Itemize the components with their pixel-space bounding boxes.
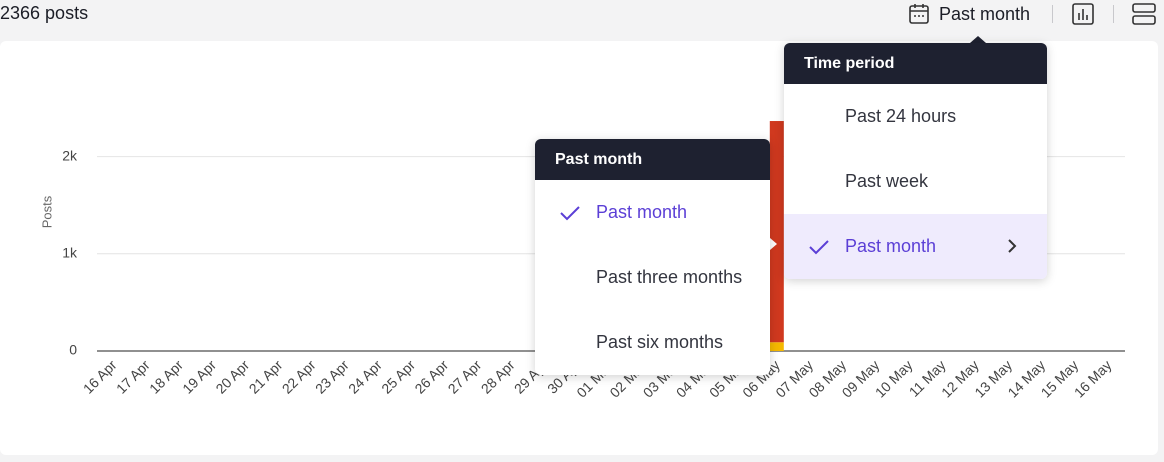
submenu: Past month Past month Past three months Pa… — [535, 139, 770, 375]
x-tick-label: 25 Apr — [378, 357, 418, 397]
menu-item[interactable]: Past six months — [535, 310, 770, 375]
menu-item[interactable]: Past three months — [535, 245, 770, 310]
y-tick-label: 2k — [62, 147, 78, 163]
submenu-pointer — [770, 238, 777, 250]
x-tick-label: 20 Apr — [212, 357, 252, 397]
menu-item-label: Past month — [596, 202, 688, 222]
submenu-title: Past month — [535, 139, 770, 180]
menu-item-label: Past month — [845, 236, 937, 256]
menu-item-label: Past week — [845, 171, 929, 191]
menu-item-label: Past six months — [596, 332, 724, 352]
menu-title: Time period — [784, 43, 1047, 84]
menu-item[interactable]: Past month — [784, 214, 1047, 279]
menu-item[interactable]: Past 24 hours — [784, 84, 1047, 149]
menu-item-label: Past 24 hours — [845, 106, 957, 126]
x-tick-label: 22 Apr — [279, 357, 319, 397]
time-period-menu: Time period Past 24 hours Past week Past m… — [784, 43, 1047, 279]
calendar-icon — [909, 4, 929, 24]
x-tick-label: 10 May — [872, 357, 916, 401]
separator — [1113, 5, 1114, 23]
x-tick-label: 24 Apr — [345, 357, 385, 397]
y-axis-label: Posts — [39, 195, 54, 228]
x-tick-label: 28 Apr — [478, 357, 518, 397]
x-tick-label: 26 Apr — [411, 357, 451, 397]
post-count: 2366 posts — [0, 3, 89, 23]
x-tick-label: 16 Apr — [80, 357, 120, 397]
x-tick-label: 18 Apr — [146, 357, 186, 397]
x-tick-label: 27 Apr — [445, 357, 485, 397]
y-tick-label: 0 — [69, 342, 77, 358]
x-tick-label: 16 May — [1071, 357, 1115, 401]
menu-item-label: Past three months — [596, 267, 743, 287]
chart-view-icon[interactable] — [1071, 2, 1095, 26]
time-period-button[interactable]: Past month — [907, 1, 1030, 27]
check-icon — [809, 240, 829, 255]
x-tick-label: 17 Apr — [113, 357, 153, 397]
menu-item[interactable]: Past week — [784, 149, 1047, 214]
menu-item[interactable]: Past month — [535, 180, 770, 245]
menu-pointer — [970, 36, 986, 43]
time-button-label: Past month — [939, 3, 1031, 24]
check-icon — [560, 206, 580, 221]
y-tick-label: 1k — [62, 245, 78, 261]
list-view-icon[interactable] — [1131, 2, 1157, 26]
x-tick-label: 21 Apr — [246, 357, 286, 397]
separator — [1052, 5, 1053, 23]
bar-segment — [769, 121, 784, 343]
x-tick-label: 23 Apr — [312, 357, 352, 397]
x-tick-label: 19 Apr — [179, 357, 219, 397]
bar-segment — [769, 342, 784, 351]
chevron-icon — [1008, 239, 1017, 253]
